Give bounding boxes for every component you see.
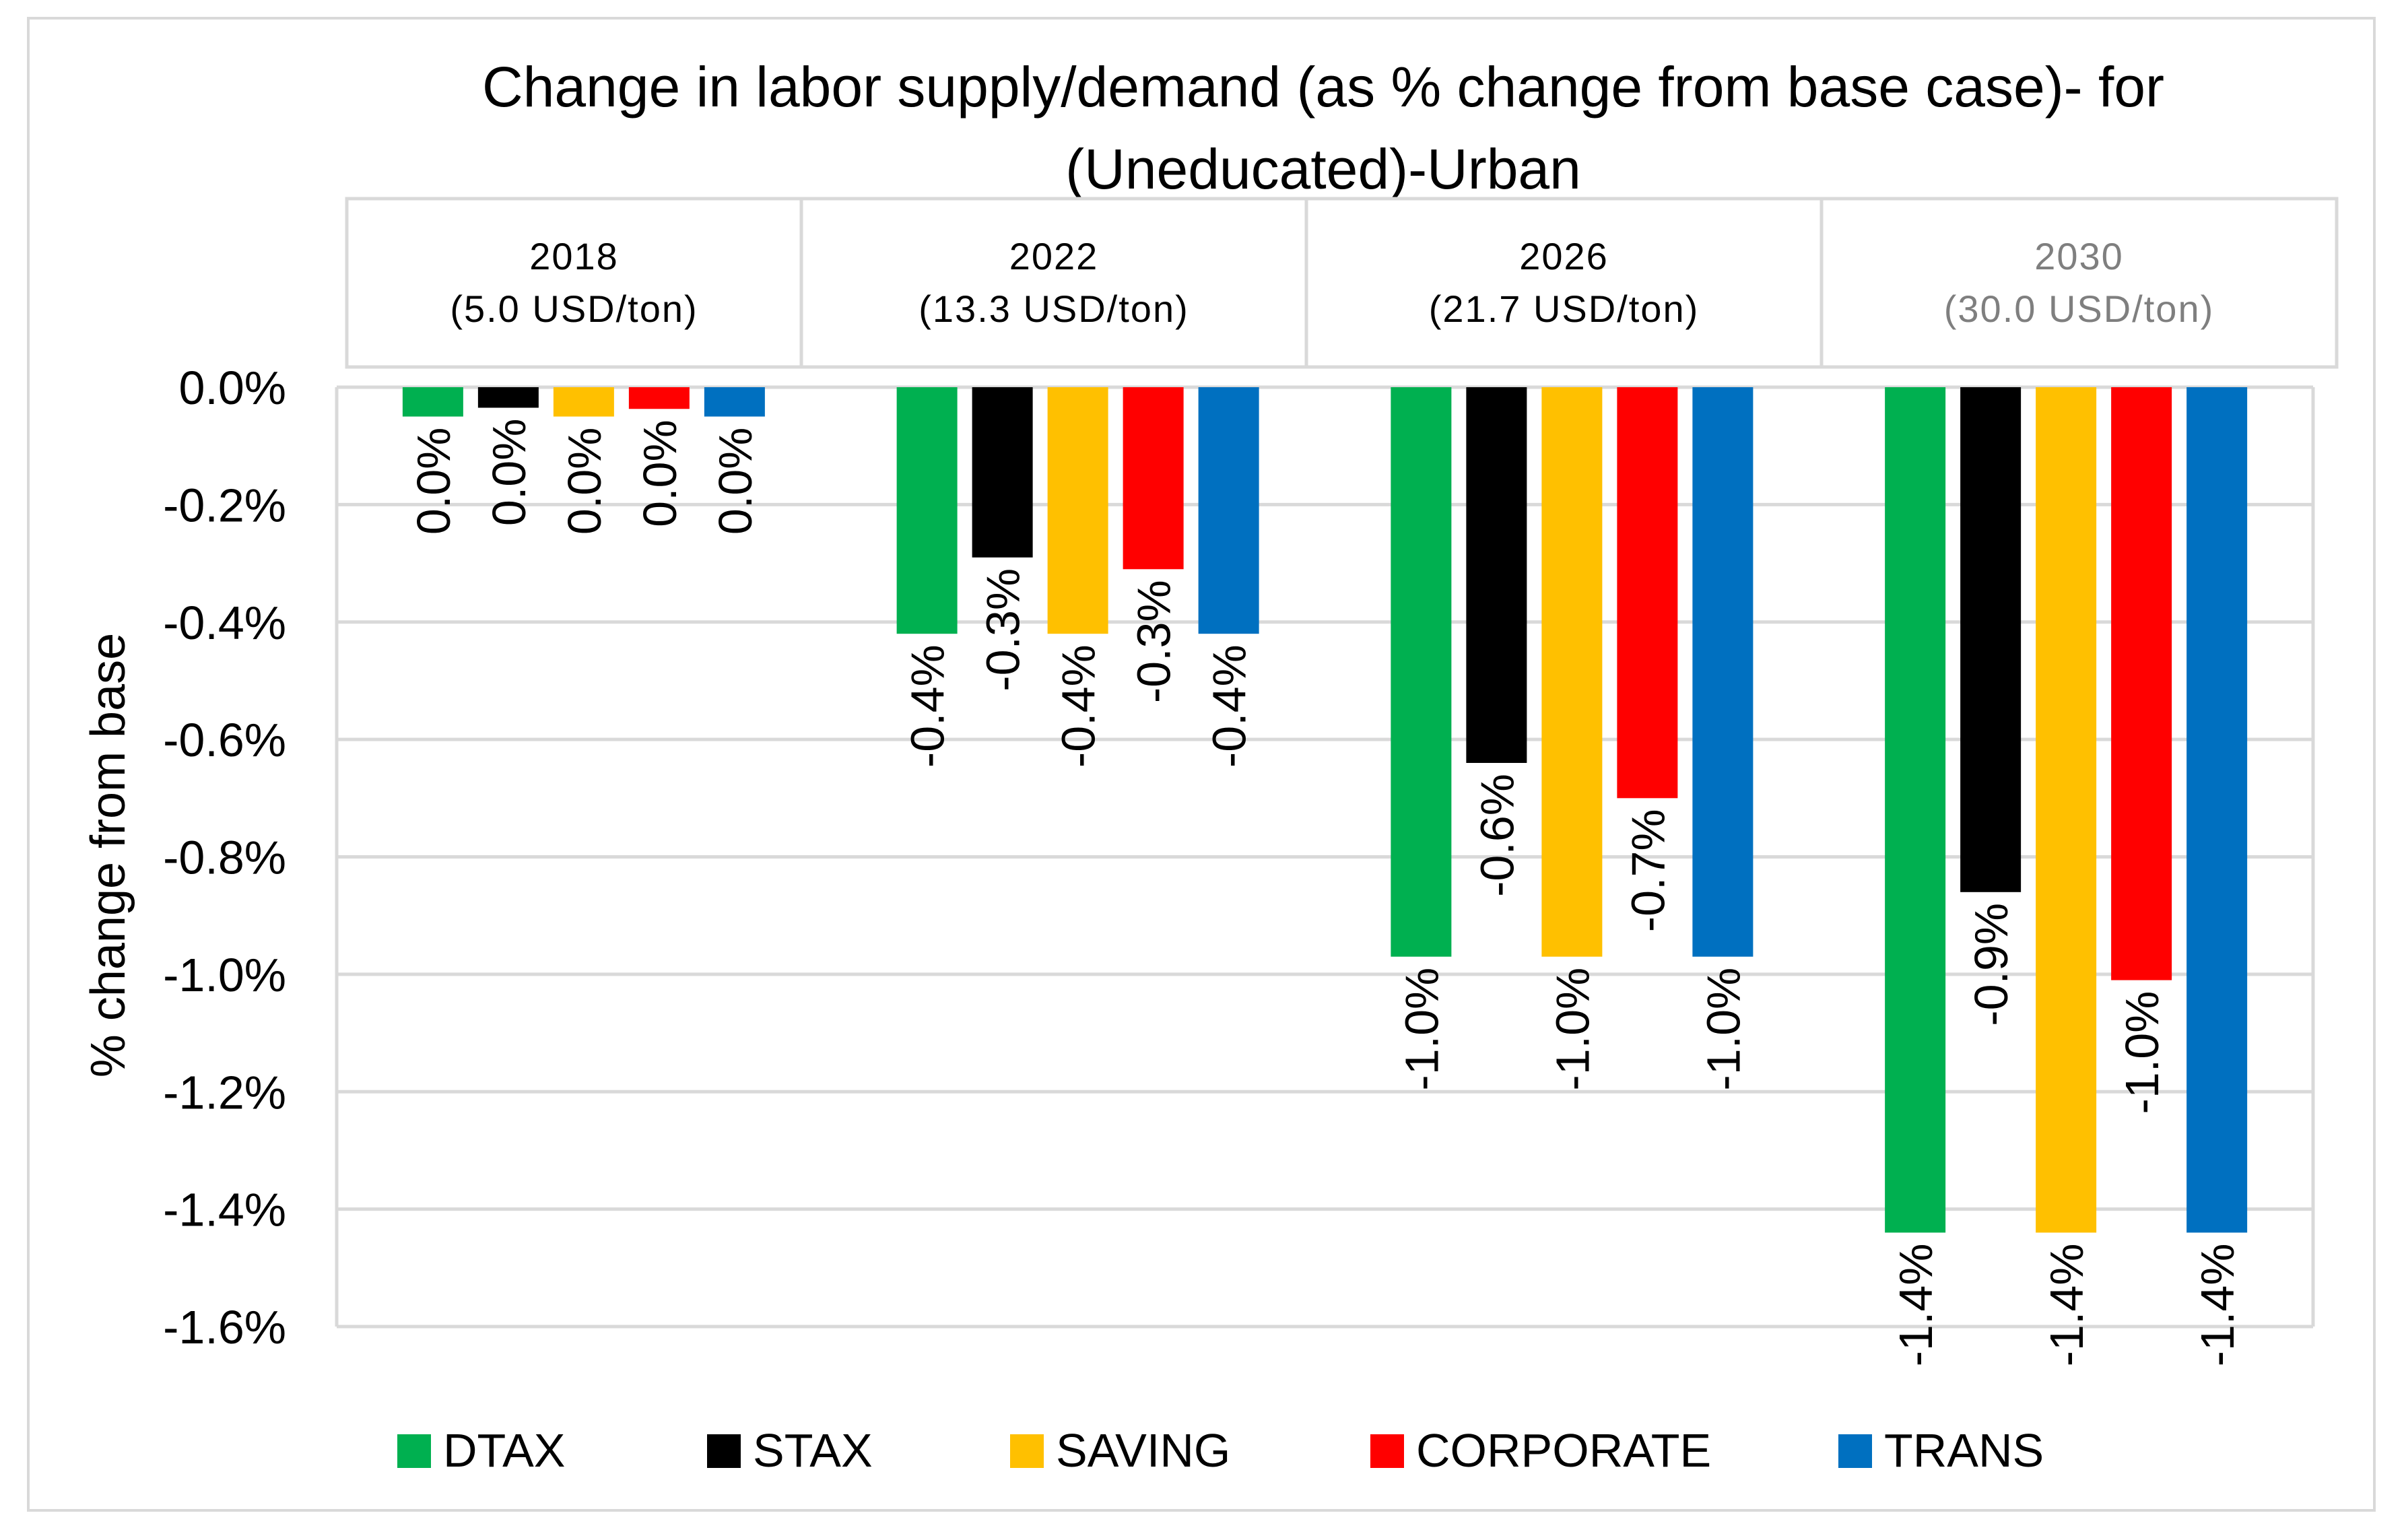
header-table-border xyxy=(345,197,2339,369)
category-year-label: 2018 xyxy=(529,235,619,277)
legend-swatch-corporate xyxy=(1370,1434,1404,1468)
data-label: -0.7% xyxy=(1622,809,1674,932)
y-tick-label: 0.0% xyxy=(178,362,286,414)
legend-swatch-stax xyxy=(707,1434,741,1468)
category-price-label: (21.7 USD/ton) xyxy=(1429,288,1700,330)
category-year-label: 2022 xyxy=(1009,235,1099,277)
bar-stax-2026 xyxy=(1466,387,1527,763)
data-label: 0.0% xyxy=(407,428,460,535)
legend: DTAX STAX SAVING CORPORATE TRANS xyxy=(397,1424,2044,1477)
chart-title-line: (Uneducated)-Urban xyxy=(1065,137,1581,201)
y-tick-label: -1.4% xyxy=(163,1184,286,1236)
data-label: -1.0% xyxy=(1546,968,1599,1091)
category-header-table: 2018 (5.0 USD/ton) 2022 (13.3 USD/ton) 2026 (… xyxy=(345,197,2339,369)
data-label: 0.0% xyxy=(634,420,686,527)
data-label: -0.4% xyxy=(1203,644,1256,768)
bar-dtax-2030 xyxy=(1885,387,1946,1233)
bars xyxy=(402,387,2248,1233)
legend-label-stax: STAX xyxy=(753,1424,873,1477)
data-label: -0.3% xyxy=(1128,580,1180,703)
legend-swatch-saving xyxy=(1010,1434,1044,1468)
bar-saving-2018 xyxy=(553,387,614,417)
y-axis-title: % change from base xyxy=(81,633,135,1077)
category-year-label: 2026 xyxy=(1519,235,1609,277)
y-tick-label: -1.6% xyxy=(163,1301,286,1353)
data-label: 0.0% xyxy=(558,428,611,535)
legend-label-dtax: DTAX xyxy=(443,1424,566,1477)
bar-saving-2030 xyxy=(2036,387,2097,1233)
y-tick-label: -0.6% xyxy=(163,714,286,766)
bar-dtax-2018 xyxy=(402,387,463,417)
bar-corporate-2026 xyxy=(1617,387,1678,799)
data-label: 0.0% xyxy=(483,419,535,527)
legend-label-saving: SAVING xyxy=(1056,1424,1230,1477)
y-tick-label: -1.0% xyxy=(163,949,286,1001)
data-label: -0.9% xyxy=(1965,903,2017,1026)
bar-trans-2026 xyxy=(1692,387,1754,957)
category-year-label: 2030 xyxy=(2034,235,2124,277)
bar-corporate-2018 xyxy=(628,387,690,409)
data-label: 0.0% xyxy=(709,428,762,535)
bar-dtax-2022 xyxy=(896,387,958,634)
data-label: -1.4% xyxy=(2040,1244,2093,1367)
y-tick-label: -0.2% xyxy=(163,479,286,531)
legend-swatch-dtax xyxy=(397,1434,431,1468)
data-label: -0.3% xyxy=(977,568,1030,692)
bar-stax-2018 xyxy=(477,387,539,408)
bar-trans-2018 xyxy=(704,387,765,417)
bar-corporate-2022 xyxy=(1123,387,1184,570)
y-tick-label: -0.4% xyxy=(163,597,286,649)
data-label: -0.4% xyxy=(902,644,954,768)
bar-saving-2026 xyxy=(1541,387,1603,957)
data-labels: 0.0% 0.0% 0.0% 0.0% 0.0% -0.4% -0.3% -0.4% -0.3%… xyxy=(407,419,2244,1367)
legend-label-trans: TRANS xyxy=(1884,1424,2044,1477)
bar-trans-2022 xyxy=(1198,387,1259,634)
legend-label-corporate: CORPORATE xyxy=(1416,1424,1711,1477)
bar-trans-2030 xyxy=(2186,387,2248,1233)
bar-dtax-2026 xyxy=(1391,387,1452,957)
bar-saving-2022 xyxy=(1047,387,1108,634)
data-label: -0.6% xyxy=(1471,774,1523,897)
bar-corporate-2030 xyxy=(2111,387,2172,980)
category-price-label: (30.0 USD/ton) xyxy=(1944,288,2215,330)
bar-stax-2030 xyxy=(1960,387,2022,892)
y-tick-label: -0.8% xyxy=(163,832,286,884)
y-tick-label: -1.2% xyxy=(163,1066,286,1118)
chart-title: Change in labor supply/demand (as % chan… xyxy=(482,55,2164,201)
data-label: -1.0% xyxy=(2116,991,2168,1114)
data-label: -1.4% xyxy=(1890,1244,1942,1367)
data-label: -1.0% xyxy=(1395,968,1448,1091)
chart-title-line: Change in labor supply/demand (as % chan… xyxy=(482,55,2164,119)
category-price-label: (13.3 USD/ton) xyxy=(919,288,1189,330)
bar-stax-2022 xyxy=(972,387,1033,558)
data-label: -0.4% xyxy=(1053,644,1105,768)
data-label: -1.0% xyxy=(1697,968,1749,1091)
legend-swatch-trans xyxy=(1838,1434,1872,1468)
data-label: -1.4% xyxy=(2191,1244,2244,1367)
category-price-label: (5.0 USD/ton) xyxy=(450,288,698,330)
y-axis: 0.0% -0.2% -0.4% -0.6% -0.8% -1.0% -1.2% -1.4% -… xyxy=(81,362,286,1353)
